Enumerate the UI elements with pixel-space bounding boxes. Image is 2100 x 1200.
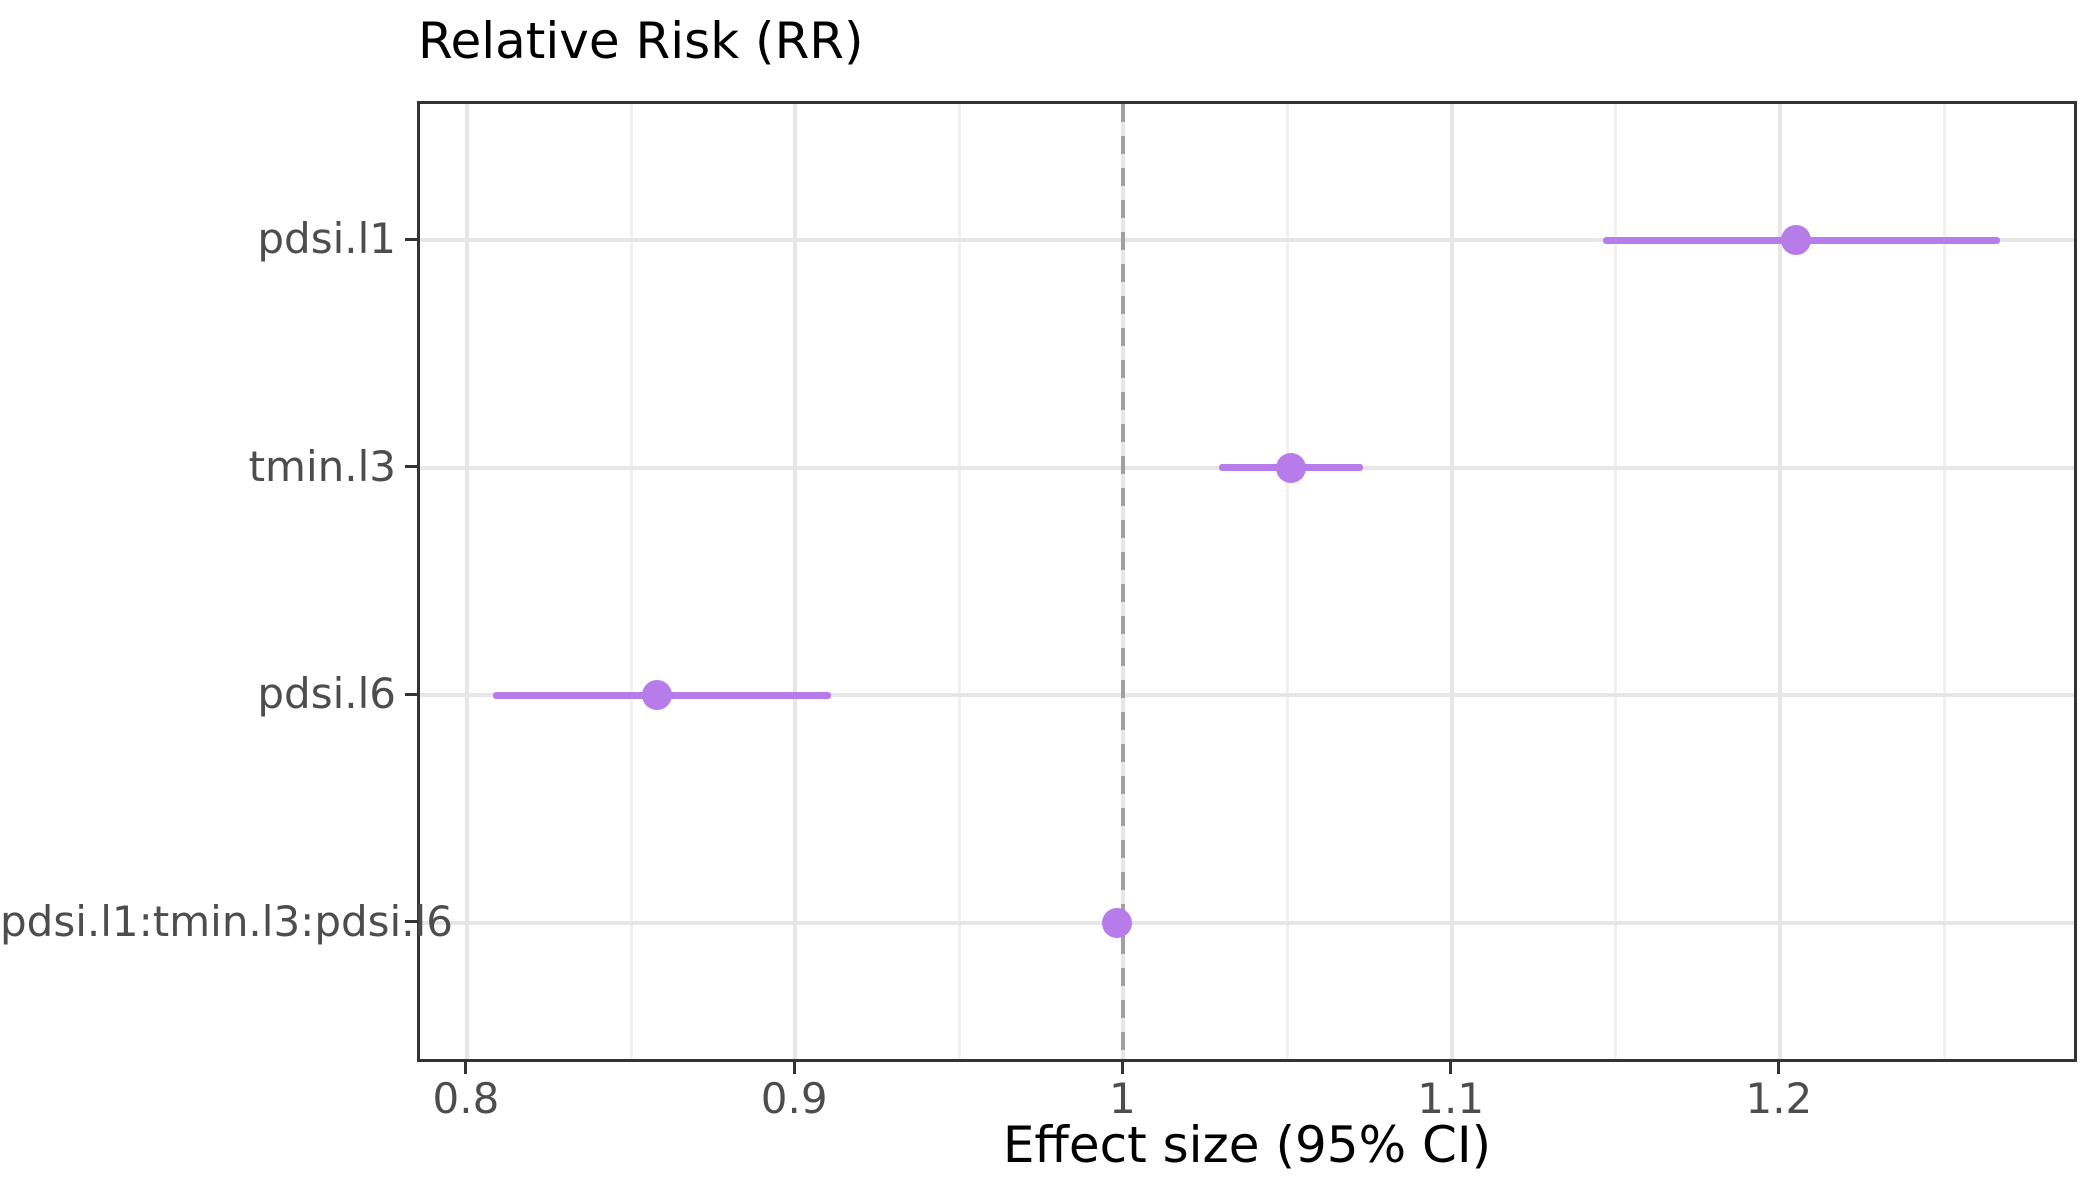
gridline-major-vertical bbox=[1777, 104, 1782, 1059]
gridline-minor-vertical bbox=[957, 104, 961, 1059]
x-tick-label: 1 bbox=[1109, 1074, 1136, 1123]
gridline-minor-vertical bbox=[1942, 104, 1946, 1059]
x-tick-mark bbox=[464, 1061, 468, 1074]
y-tick-label: pdsi.l1 bbox=[257, 214, 396, 264]
reference-line bbox=[1121, 104, 1126, 1059]
gridline-major-horizontal bbox=[420, 693, 2074, 698]
gridline-minor-vertical bbox=[1614, 104, 1618, 1059]
y-tick-label: tmin.l3 bbox=[248, 441, 396, 491]
x-tick-mark bbox=[1777, 1061, 1781, 1074]
x-tick-label: 0.9 bbox=[760, 1074, 828, 1123]
x-tick-mark bbox=[1449, 1061, 1453, 1074]
y-tick-label: pdsi.l6 bbox=[257, 669, 396, 719]
point-marker bbox=[1781, 225, 1812, 256]
gridline-minor-vertical bbox=[1286, 104, 1290, 1059]
x-tick-label: 0.8 bbox=[432, 1074, 500, 1123]
y-tick-mark bbox=[405, 237, 418, 241]
x-tick-label: 1.2 bbox=[1745, 1074, 1813, 1123]
x-axis-title: Effect size (95% CI) bbox=[1002, 1116, 1492, 1174]
y-tick-mark bbox=[405, 692, 418, 696]
gridline-major-vertical bbox=[793, 104, 798, 1059]
x-tick-mark bbox=[792, 1061, 796, 1074]
y-tick-label: pdsi.l1:tmin.l3:pdsi.l6 bbox=[0, 896, 453, 946]
x-tick-mark bbox=[1120, 1061, 1124, 1074]
point-marker bbox=[1101, 907, 1132, 938]
gridline-major-vertical bbox=[464, 104, 469, 1059]
gridline-major-horizontal bbox=[420, 238, 2074, 243]
gridline-minor-vertical bbox=[629, 104, 633, 1059]
y-tick-mark bbox=[405, 920, 418, 924]
point-marker bbox=[1275, 452, 1306, 483]
gridline-major-vertical bbox=[1449, 104, 1454, 1059]
page-title: Relative Risk (RR) bbox=[418, 12, 864, 70]
plot-panel bbox=[417, 101, 2077, 1062]
plot-panel-inner bbox=[420, 104, 2074, 1059]
gridline-major-horizontal bbox=[420, 920, 2074, 925]
x-tick-label: 1.1 bbox=[1417, 1074, 1485, 1123]
y-tick-mark bbox=[405, 465, 418, 469]
point-marker bbox=[642, 680, 673, 711]
